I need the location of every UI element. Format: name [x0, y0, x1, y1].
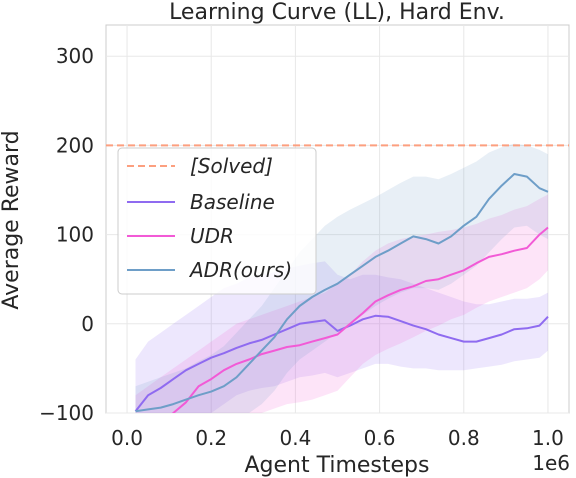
band-udr — [135, 194, 548, 413]
x-tick-label: 1.0 — [532, 426, 564, 450]
line-udr — [171, 226, 549, 413]
x-axis-label: Agent Timesteps — [244, 453, 429, 478]
y-tick-label: 0 — [81, 312, 94, 336]
tick-labels: −100 0 100 200 300 0.0 0.2 0.4 0.6 0.8 1.0 — [39, 44, 564, 450]
x-tick-label: 0.8 — [448, 426, 480, 450]
y-tick-label: 300 — [56, 44, 94, 68]
y-tick-label: 200 — [56, 133, 94, 157]
y-tick-label: −100 — [39, 401, 94, 425]
legend-label-udr: UDR — [190, 224, 234, 248]
legend-label-adr: ADR(ours) — [188, 258, 292, 282]
x-tick-label: 0.2 — [195, 426, 227, 450]
x-offset-label: 1e6 — [532, 451, 570, 475]
grid-lines — [106, 25, 569, 414]
band-adr-ours — [135, 143, 548, 413]
chart-title: Learning Curve (LL), Hard Env. — [169, 0, 505, 25]
legend-box — [117, 147, 317, 295]
x-tick-label: 0.6 — [364, 426, 396, 450]
legend: [Solved] Baseline UDR ADR(ours) — [117, 147, 317, 295]
y-axis-label: Average Reward — [0, 130, 24, 309]
legend-label-baseline: Baseline — [190, 190, 275, 214]
series-lines — [134, 173, 549, 413]
y-tick-label: 100 — [56, 223, 94, 247]
line-adr-ours — [135, 173, 549, 413]
legend-label-solved: [Solved] — [190, 154, 273, 178]
x-tick-label: 0.0 — [111, 426, 143, 450]
x-tick-label: 0.4 — [280, 426, 312, 450]
